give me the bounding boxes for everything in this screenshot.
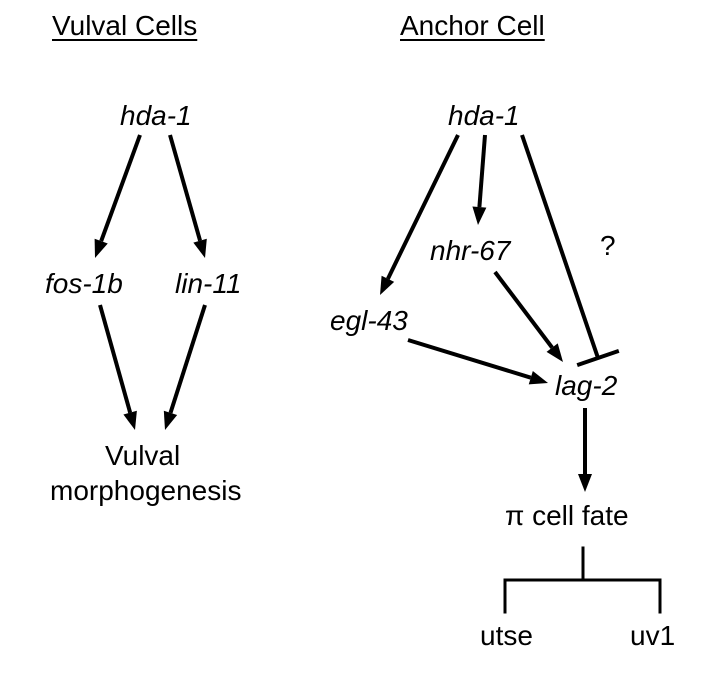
node-egl43: egl-43: [330, 305, 408, 337]
node-vulval-line2: morphogenesis: [50, 475, 241, 507]
node-nhr67: nhr-67: [430, 235, 510, 267]
node-lin11: lin-11: [175, 268, 241, 300]
node-fos1b: fos-1b: [45, 268, 123, 300]
heading-vulval-cells: Vulval Cells: [52, 10, 197, 42]
node-lag2: lag-2: [555, 370, 617, 402]
diagram-edges: [0, 0, 705, 685]
node-hda1-right: hda-1: [448, 100, 520, 132]
node-question-mark: ?: [600, 230, 616, 262]
heading-anchor-cell: Anchor Cell: [400, 10, 545, 42]
node-pi-cell-fate: π cell fate: [505, 500, 629, 532]
node-vulval-line1: Vulval: [105, 440, 180, 472]
node-utse: utse: [480, 620, 533, 652]
node-uv1: uv1: [630, 620, 675, 652]
node-hda1-left: hda-1: [120, 100, 192, 132]
